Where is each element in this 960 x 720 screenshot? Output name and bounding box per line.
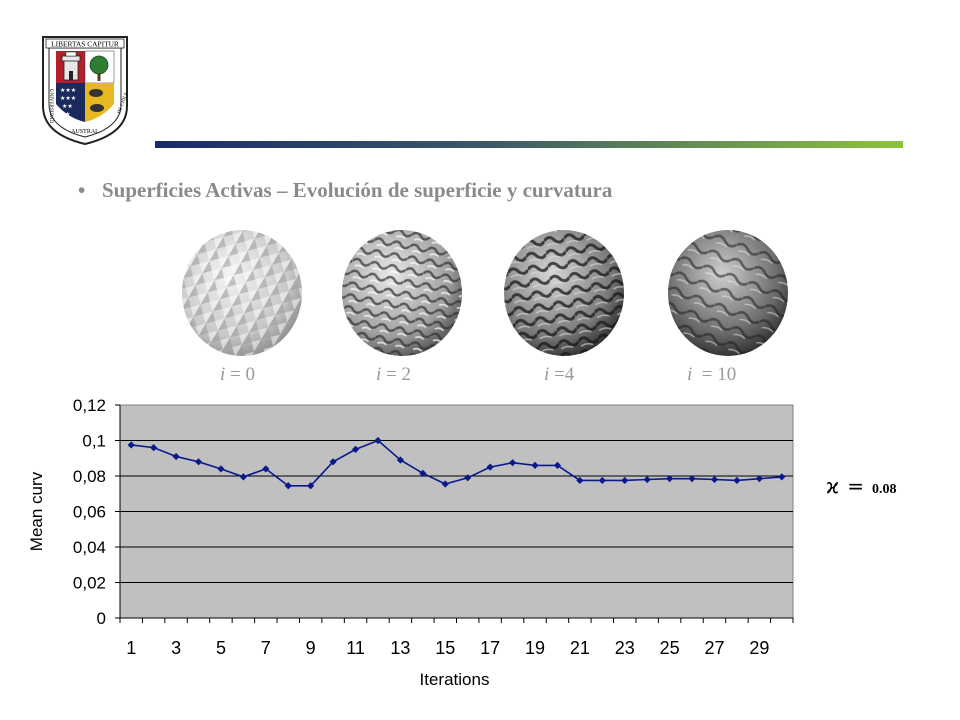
y-tick-label: 0,1 <box>82 432 106 451</box>
data-point <box>172 452 180 461</box>
x-tick-label: 5 <box>216 638 226 658</box>
svg-text:★★: ★★ <box>62 103 73 110</box>
sphere-label-4: i =4 <box>544 364 575 385</box>
data-point <box>194 458 203 466</box>
x-axis-label: Iterations <box>420 670 490 689</box>
x-tick-label: 1 <box>126 638 136 658</box>
data-point <box>531 461 539 469</box>
data-point <box>374 436 382 445</box>
data-point <box>666 475 674 483</box>
sphere-label-var: i <box>220 364 226 385</box>
data-point <box>733 476 741 485</box>
data-point <box>576 476 584 485</box>
x-tick-label: 27 <box>704 638 724 658</box>
data-point <box>710 475 719 484</box>
mean-curvature-chart: 00,020,040,060,080,10,12 1 3 5 7 9 11 13 15 17 19… <box>27 396 794 689</box>
data-point <box>441 480 449 488</box>
y-tick-label: 0,04 <box>73 538 106 557</box>
data-point <box>598 476 606 485</box>
data-point <box>150 444 158 452</box>
y-tick-label: 0 <box>97 609 106 628</box>
data-point <box>396 456 405 464</box>
data-point <box>643 475 651 484</box>
data-point <box>262 465 270 473</box>
data-point <box>419 469 427 477</box>
bullet-text: Superficies Activas – Evolución de super… <box>102 178 613 202</box>
sphere-label-10: i = 10 <box>687 364 737 385</box>
x-tick-label: 23 <box>615 638 635 658</box>
kappa-symbol: ϰ <box>826 474 840 498</box>
data-point <box>464 474 472 482</box>
slide-bullet: • Superficies Activas – Evolución de supe… <box>78 178 612 203</box>
data-point <box>778 473 786 481</box>
x-axis-ticks: 1 3 5 7 9 11 13 15 17 19 21 23 25 27 29 <box>119 618 794 658</box>
data-point <box>284 482 292 490</box>
equals-sign: = <box>847 474 865 498</box>
data-point <box>217 465 225 473</box>
sphere-label-var: i <box>376 364 382 385</box>
sphere-iteration-0 <box>182 230 302 356</box>
sphere-iteration-4 <box>504 230 624 356</box>
sphere-label-2: i = 2 <box>376 364 411 385</box>
svg-text:AUSTRAL: AUSTRAL <box>71 129 99 135</box>
curvature-annotation: ϰ = 0.08 <box>826 474 897 498</box>
x-tick-label: 17 <box>480 638 500 658</box>
x-tick-label: 3 <box>171 638 181 658</box>
y-axis-ticks: 0 0,02 0,04 0,06 0,08 0,1 0,12 <box>73 396 120 628</box>
y-tick-label: 0,12 <box>73 396 106 415</box>
bullet-dot: • <box>78 178 86 202</box>
header-gradient-rule <box>155 141 903 148</box>
svg-text:★★★: ★★★ <box>60 95 76 102</box>
svg-text:UNIVERSIDAD: UNIVERSIDAD <box>48 89 53 124</box>
data-point <box>127 441 135 449</box>
series-markers <box>127 436 786 490</box>
sphere-label-var: i <box>544 364 550 385</box>
x-tick-label: 7 <box>261 638 271 658</box>
series-line <box>131 439 782 487</box>
svg-text:LIBERTAS CAPITUR: LIBERTAS CAPITUR <box>51 39 119 48</box>
curvature-value: 0.08 <box>872 482 897 497</box>
data-point <box>508 459 517 467</box>
sphere-label-0: i = 0 <box>220 364 255 385</box>
x-tick-label: 15 <box>435 638 455 658</box>
y-axis-label: Mean curv <box>27 471 46 551</box>
sphere-label-var: i <box>687 364 693 385</box>
data-point <box>553 461 562 469</box>
y-tick-label: 0,08 <box>73 467 106 486</box>
x-tick-label: 25 <box>660 638 680 658</box>
data-point <box>755 475 763 483</box>
x-tick-label: 9 <box>306 638 316 658</box>
x-tick-label: 29 <box>749 638 769 658</box>
data-point <box>486 463 494 471</box>
x-tick-label: 13 <box>390 638 410 658</box>
data-point <box>621 476 629 485</box>
x-tick-label: 11 <box>346 638 365 658</box>
y-tick-label: 0,02 <box>73 574 106 593</box>
x-tick-label: 21 <box>570 638 590 658</box>
data-point <box>329 458 337 466</box>
data-point <box>239 473 247 481</box>
sphere-iteration-10 <box>668 230 788 356</box>
svg-text:★: ★ <box>65 111 70 118</box>
university-logo: ★★★★★★★★★ LIBERTAS CAPITUR UNIVERSIDAD A… <box>42 36 130 146</box>
y-tick-label: 0,06 <box>73 503 106 522</box>
data-point <box>351 445 360 453</box>
data-point <box>688 475 696 483</box>
x-tick-label: 19 <box>525 638 545 658</box>
sphere-iteration-2 <box>342 230 462 356</box>
svg-text:★★★: ★★★ <box>60 87 76 94</box>
data-point <box>307 482 315 490</box>
